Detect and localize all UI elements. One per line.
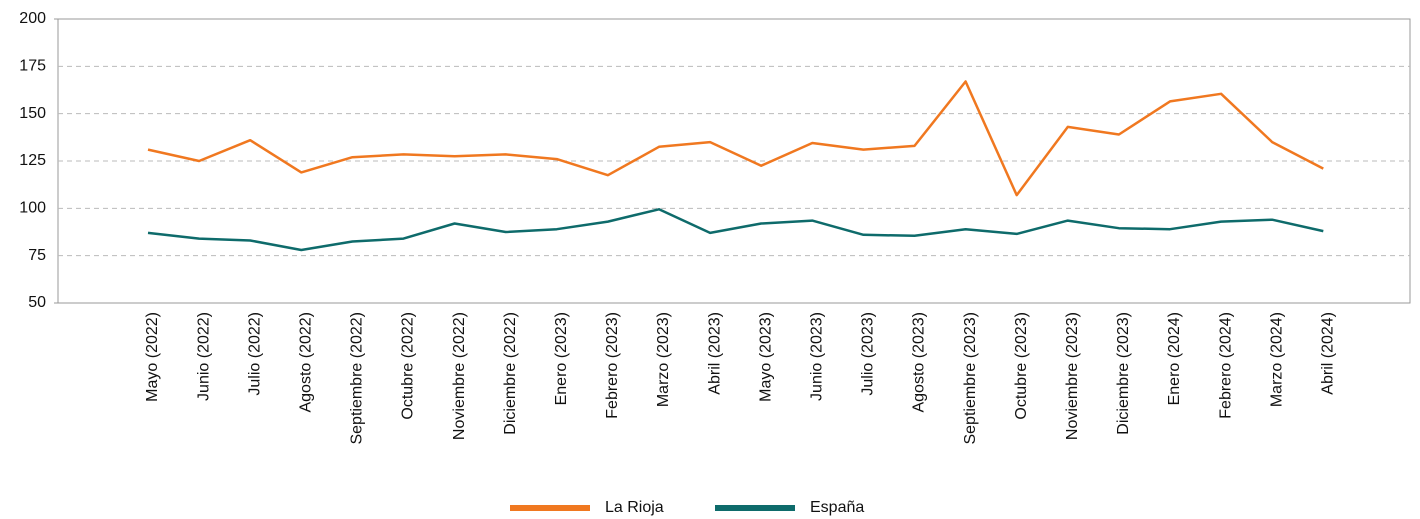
y-tick-label: 200 (19, 10, 46, 27)
y-tick-label: 75 (28, 247, 46, 264)
x-tick-label: Junio (2022) (195, 312, 212, 401)
x-tick-label: Octubre (2022) (400, 312, 417, 420)
y-tick-label: 175 (19, 58, 46, 75)
x-tick-label: Marzo (2023) (655, 312, 672, 407)
series-line (147, 208, 1324, 252)
x-tick-label: Abril (2024) (1320, 312, 1337, 395)
series-line (147, 80, 1324, 197)
x-tick-label: Diciembre (2023) (1115, 312, 1132, 435)
y-tick-label: 125 (19, 152, 46, 169)
x-tick-label: Julio (2023) (860, 312, 877, 396)
x-tick-label: Octubre (2023) (1013, 312, 1030, 420)
x-tick-label: Enero (2024) (1166, 312, 1183, 405)
x-tick-label: Marzo (2024) (1268, 312, 1285, 407)
x-tick-label: Julio (2022) (246, 312, 263, 396)
x-tick-label: Agosto (2023) (911, 312, 928, 413)
x-tick-label: Diciembre (2022) (502, 312, 519, 435)
x-tick-label: Septiembre (2023) (962, 312, 979, 445)
y-tick-label: 50 (28, 294, 46, 311)
x-tick-label: Agosto (2022) (298, 312, 315, 413)
x-tick-label: Enero (2023) (553, 312, 570, 405)
legend-label: La Rioja (605, 499, 664, 516)
y-tick-label: 150 (19, 105, 46, 122)
x-tick-label: Noviembre (2022) (451, 312, 468, 440)
x-tick-label: Junio (2023) (809, 312, 826, 401)
y-tick-label: 100 (19, 200, 46, 217)
x-tick-label: Febrero (2024) (1217, 312, 1234, 419)
legend-label: España (810, 499, 864, 516)
x-tick-label: Mayo (2023) (757, 312, 774, 402)
x-tick-label: Mayo (2022) (144, 312, 161, 402)
x-tick-label: Abril (2023) (706, 312, 723, 395)
x-tick-label: Febrero (2023) (604, 312, 621, 419)
x-tick-label: Noviembre (2023) (1064, 312, 1081, 440)
x-tick-label: Septiembre (2022) (349, 312, 366, 445)
